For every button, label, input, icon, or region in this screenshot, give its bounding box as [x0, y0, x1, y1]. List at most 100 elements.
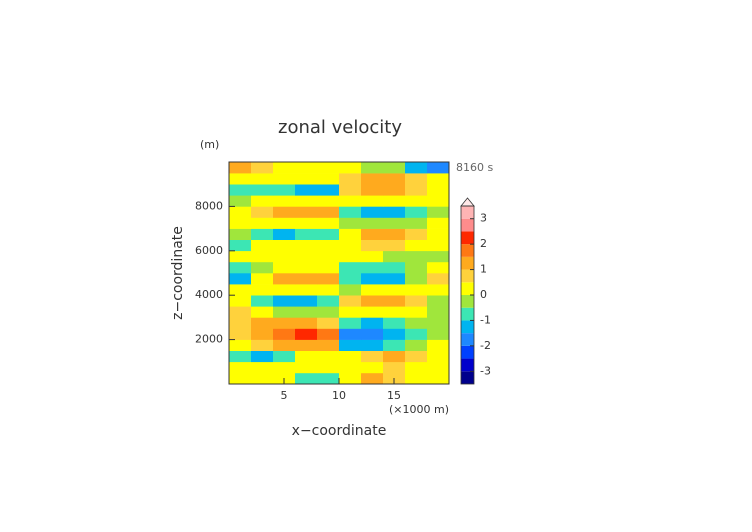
contour-cell — [361, 239, 384, 252]
contour-cell — [229, 217, 252, 229]
contour-cell — [229, 306, 252, 318]
colorbar-tick-label: 2 — [480, 237, 487, 250]
contour-cell — [251, 217, 274, 229]
contour-cell — [251, 250, 274, 263]
contour-cell — [361, 306, 384, 318]
colorbar-band — [461, 218, 474, 232]
contour-cell — [229, 350, 252, 363]
contour-cell — [317, 261, 340, 274]
contour-cell — [339, 317, 362, 329]
contour-cell — [229, 206, 252, 218]
contour-cell — [383, 339, 406, 351]
contour-cell — [427, 239, 450, 252]
contour-cell — [361, 261, 384, 274]
contour-cell — [339, 228, 362, 240]
contour-cell — [273, 328, 296, 340]
contour-cell — [251, 184, 274, 196]
contour-cell — [339, 250, 362, 263]
contour-cell — [251, 228, 274, 240]
contour-cell — [295, 261, 318, 274]
contour-cell — [405, 361, 428, 374]
colorbar-band — [461, 295, 474, 308]
contour-cell — [295, 350, 318, 363]
y-tick-label: 6000 — [195, 244, 223, 257]
contour-cell — [427, 295, 450, 307]
contour-cell — [295, 184, 318, 196]
contour-cell — [405, 317, 428, 329]
colorbar-band — [461, 320, 474, 334]
contour-cell — [339, 295, 362, 307]
contour-cell — [317, 361, 340, 374]
contour-cell — [361, 372, 384, 385]
contour-cell — [361, 339, 384, 351]
contour-cell — [273, 206, 296, 218]
contour-cell — [317, 317, 340, 329]
contour-cell — [427, 361, 450, 374]
contour-cell — [295, 228, 318, 240]
contour-cell — [317, 306, 340, 318]
contour-cell — [383, 273, 406, 285]
contour-cell — [339, 162, 362, 174]
contour-cell — [295, 195, 318, 207]
contour-cell — [273, 261, 296, 274]
contour-cell — [295, 239, 318, 252]
contour-cell — [427, 228, 450, 240]
contour-cell — [339, 184, 362, 196]
x-unit-label: (×1000 m) — [389, 403, 449, 416]
contour-cell — [317, 295, 340, 307]
contour-cell — [295, 372, 318, 385]
contour-cell — [251, 284, 274, 296]
contour-cell — [273, 239, 296, 252]
contour-cell — [383, 228, 406, 240]
contour-cell — [229, 162, 252, 174]
contour-cell — [229, 328, 252, 340]
contour-cell — [229, 261, 252, 274]
contour-cell — [383, 350, 406, 363]
contour-cell — [339, 339, 362, 351]
contour-cell — [251, 306, 274, 318]
contour-cell — [317, 372, 340, 385]
contour-cell — [295, 306, 318, 318]
y-tick-label: 8000 — [195, 199, 223, 212]
contour-cell — [383, 295, 406, 307]
colorbar-band — [461, 231, 474, 245]
contour-cell — [273, 361, 296, 374]
contour-cell — [251, 206, 274, 218]
contour-cell — [295, 295, 318, 307]
x-tick-label: 10 — [332, 389, 346, 402]
contour-cell — [427, 184, 450, 196]
contour-cell — [229, 173, 252, 185]
contour-cell — [295, 162, 318, 174]
contour-cell — [361, 273, 384, 285]
contour-cell — [405, 173, 428, 185]
contour-cell — [361, 184, 384, 196]
contour-cell — [361, 206, 384, 218]
contour-cell — [361, 195, 384, 207]
colorbar-band — [461, 333, 474, 346]
contour-cell — [295, 284, 318, 296]
contour-cell — [251, 317, 274, 329]
contour-cell — [405, 228, 428, 240]
contour-cell — [273, 217, 296, 229]
contour-cell — [251, 350, 274, 363]
contour-cell — [317, 228, 340, 240]
colorbar-tick-label: 3 — [480, 212, 487, 225]
contour-cell — [383, 217, 406, 229]
contour-cell — [383, 184, 406, 196]
contour-cell — [295, 217, 318, 229]
contour-cell — [427, 261, 450, 274]
contour-cell — [405, 217, 428, 229]
contour-cell — [251, 239, 274, 252]
contour-cell — [295, 206, 318, 218]
contour-cell — [361, 284, 384, 296]
contour-cell — [229, 295, 252, 307]
contour-cell — [317, 284, 340, 296]
contour-cell — [229, 228, 252, 240]
contour-cell — [405, 184, 428, 196]
contour-cell — [339, 261, 362, 274]
contour-cell — [251, 361, 274, 374]
colorbar-band — [461, 269, 474, 283]
contour-cell — [251, 162, 274, 174]
contour-cell — [427, 317, 450, 329]
contour-cell — [383, 239, 406, 252]
